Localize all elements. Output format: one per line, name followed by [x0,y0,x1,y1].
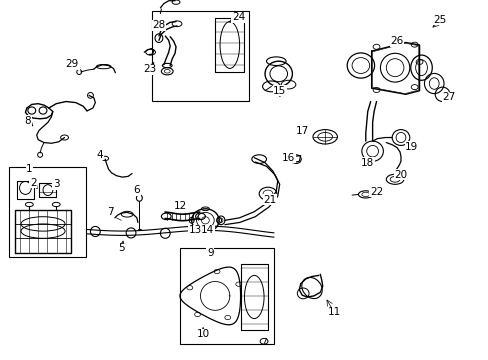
Text: 2: 2 [30,178,37,188]
Text: 8: 8 [24,116,31,126]
Text: 21: 21 [263,195,276,205]
Text: 28: 28 [152,20,165,30]
Text: 18: 18 [360,158,374,168]
Text: 1: 1 [26,164,33,174]
Text: 6: 6 [133,185,140,195]
Text: 16: 16 [281,153,295,163]
Text: 26: 26 [389,36,403,46]
Text: 11: 11 [326,307,340,318]
Text: 24: 24 [231,12,245,22]
Text: 15: 15 [272,86,286,96]
Text: 4: 4 [97,150,103,160]
Text: 10: 10 [196,329,209,339]
Text: 12: 12 [173,201,186,211]
Text: 5: 5 [118,243,124,253]
Text: 20: 20 [394,170,407,180]
Text: 17: 17 [295,126,308,136]
Text: 25: 25 [432,15,446,25]
Text: 27: 27 [441,92,455,102]
Bar [180,248,273,344]
Text: 19: 19 [404,142,418,152]
Bar [151,11,249,101]
Text: 7: 7 [106,207,113,217]
Text: 9: 9 [206,248,213,258]
Text: 14: 14 [201,225,214,235]
Text: 29: 29 [65,59,79,69]
Text: 13: 13 [188,225,202,235]
Text: 3: 3 [53,179,60,189]
Bar [9,167,85,257]
Text: 23: 23 [142,64,156,74]
Text: 22: 22 [369,186,383,197]
